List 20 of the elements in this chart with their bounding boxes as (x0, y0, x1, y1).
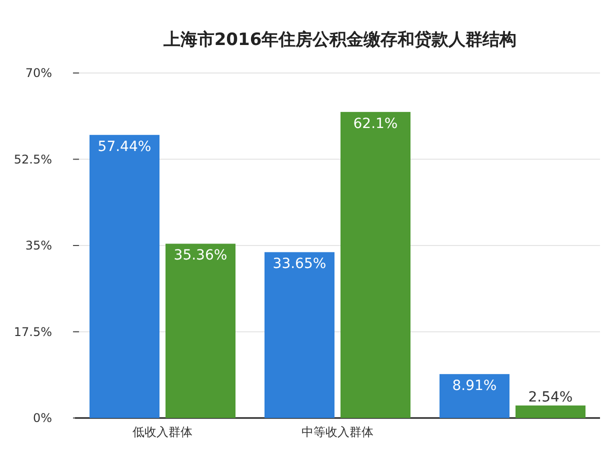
data-label: 62.1% (353, 116, 398, 132)
y-tick-label: 17.5% (14, 324, 52, 339)
x-tick-label: 低收入群体 (132, 425, 192, 439)
y-tick-label: 52.5% (14, 152, 52, 166)
data-label: 57.44% (98, 138, 152, 155)
bar (264, 252, 334, 418)
bar (440, 374, 510, 418)
data-label: 8.91% (452, 378, 497, 394)
data-label: 35.36% (174, 248, 228, 264)
chart-title: 上海市2016年住房公积金缴存和贷款人群结构 (162, 30, 517, 50)
bar (90, 134, 160, 418)
y-tick-label: 35% (25, 238, 52, 252)
bar (516, 405, 586, 418)
data-label: 33.65% (272, 256, 326, 272)
x-tick-label: 中等收入群体 (302, 425, 374, 439)
y-tick-label: 0% (32, 411, 52, 425)
y-tick-label: 70% (25, 66, 52, 80)
bar (166, 244, 236, 418)
data-label: 2.54% (528, 389, 573, 406)
bar (340, 112, 410, 418)
